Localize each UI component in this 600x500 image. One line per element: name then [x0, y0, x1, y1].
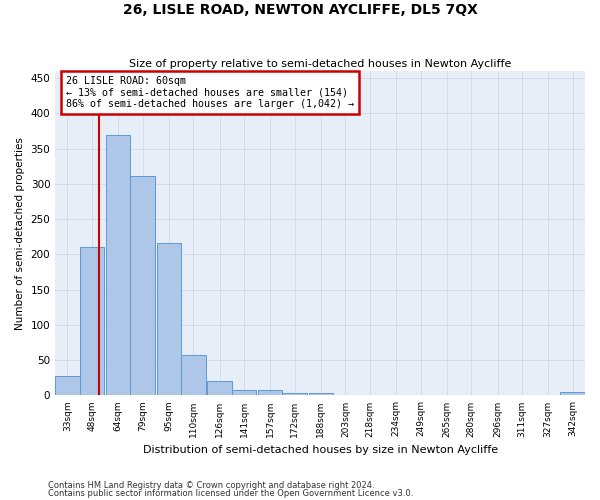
Text: 26 LISLE ROAD: 60sqm
← 13% of semi-detached houses are smaller (154)
86% of semi: 26 LISLE ROAD: 60sqm ← 13% of semi-detac…	[66, 76, 354, 109]
Bar	[181, 356, 206, 396]
Text: 26, LISLE ROAD, NEWTON AYCLIFFE, DL5 7QX: 26, LISLE ROAD, NEWTON AYCLIFFE, DL5 7QX	[122, 2, 478, 16]
Bar	[80, 246, 104, 396]
Bar	[207, 382, 232, 396]
Bar	[283, 392, 307, 396]
Bar	[106, 134, 130, 396]
Bar	[308, 392, 333, 396]
Text: Contains public sector information licensed under the Open Government Licence v3: Contains public sector information licen…	[48, 489, 413, 498]
Bar	[130, 176, 155, 396]
Text: Contains HM Land Registry data © Crown copyright and database right 2024.: Contains HM Land Registry data © Crown c…	[48, 480, 374, 490]
Bar	[55, 376, 80, 396]
Bar	[258, 390, 283, 396]
Y-axis label: Number of semi-detached properties: Number of semi-detached properties	[15, 137, 25, 330]
Title: Size of property relative to semi-detached houses in Newton Aycliffe: Size of property relative to semi-detach…	[129, 59, 511, 69]
Bar	[157, 243, 181, 396]
X-axis label: Distribution of semi-detached houses by size in Newton Aycliffe: Distribution of semi-detached houses by …	[143, 445, 497, 455]
Bar	[560, 392, 585, 396]
Bar	[232, 390, 256, 396]
